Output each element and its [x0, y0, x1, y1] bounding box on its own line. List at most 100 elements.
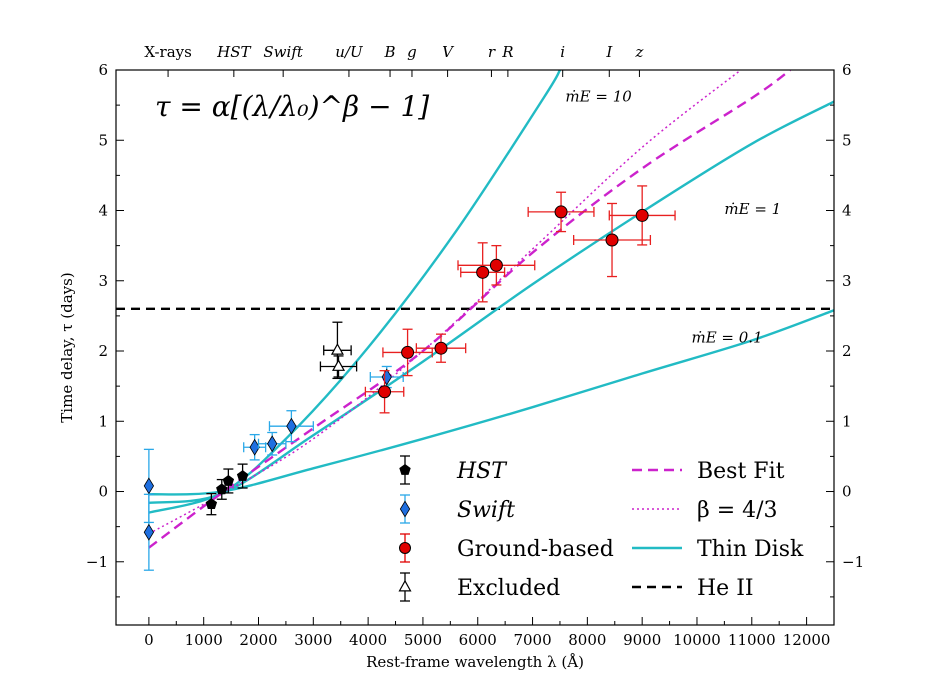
data-point-swift-3 [257, 431, 287, 456]
y-tick-label-left: 3 [98, 272, 108, 290]
x-tick-label: 1000 [185, 631, 223, 649]
legend-entry-excluded: Excluded [398, 572, 560, 602]
legend-entry-bestfit: Best Fit [632, 459, 785, 484]
data-point-groundbased-5 [527, 191, 595, 233]
data-point-hst-3 [236, 463, 249, 489]
y-tick-label-left: 5 [98, 131, 108, 149]
legend-marker [399, 542, 411, 554]
chart-ticks-layer: 0 1000 2000 3000 4000 5000 6000 7000 8000 9000 100… [86, 61, 864, 649]
data-point-swift-4 [268, 410, 314, 443]
band-label-r: r [488, 43, 496, 61]
annotation-mdot-2: ṁE = 0.1 [691, 329, 762, 347]
marker [381, 368, 392, 386]
legend-label: Swift [457, 498, 515, 523]
plot-frame [115, 69, 835, 626]
y-tick-label-right: 4 [842, 202, 852, 220]
legend-entry-heii: He II [632, 576, 754, 601]
data-point-groundbased-7 [608, 185, 676, 246]
data-point-groundbased-3 [460, 242, 506, 303]
x-tick-label: 8000 [568, 631, 606, 649]
y-tick-label-right: 3 [842, 272, 852, 290]
legend-marker [398, 579, 412, 592]
band-label-g: g [407, 43, 417, 61]
marker [605, 233, 619, 247]
marker [267, 435, 278, 453]
y-axis-label: Time delay, τ (days) [58, 272, 76, 422]
chart-legend: HST Swift Ground-based Excluded Best Fit β = … [398, 455, 804, 602]
x-tick-label: 10000 [673, 631, 721, 649]
marker [476, 265, 490, 279]
y-tick-label-left: 0 [98, 483, 108, 501]
x-tick-label: 3000 [294, 631, 332, 649]
data-point-groundbased-4 [457, 244, 536, 286]
data-point-groundbased-2 [415, 333, 467, 363]
marker [330, 343, 344, 355]
legend-entry-thindisk: Thin Disk [632, 537, 804, 562]
marker [249, 438, 260, 456]
x-axis-label: Rest-frame wavelength λ (Å) [366, 653, 584, 671]
marker [489, 258, 503, 272]
marker [401, 345, 415, 359]
legend-label: Thin Disk [697, 537, 804, 562]
y-tick-label-left: 2 [98, 342, 108, 360]
legend-label: He II [697, 576, 754, 601]
y-tick-label-right: 1 [842, 412, 852, 430]
y-tick-label-right: 5 [842, 131, 852, 149]
x-tick-label: 6000 [459, 631, 497, 649]
data-point-hst-2 [222, 468, 235, 494]
legend-entry-swift: Swift [399, 494, 515, 524]
annotation-mdot-0: ṁE = 10 [565, 88, 632, 106]
marker [222, 474, 235, 486]
legend-entry-beta43: β = 4/3 [632, 498, 778, 523]
chart-points-layer [143, 185, 676, 571]
legend-label: Best Fit [697, 459, 785, 484]
marker [216, 483, 228, 495]
data-point-groundbased-0 [364, 370, 405, 414]
band-label-swift: Swift [263, 43, 303, 61]
band-label-i: I [605, 43, 613, 61]
legend-label: β = 4/3 [697, 498, 778, 523]
legend-entry-groundbased: Ground-based [399, 533, 614, 563]
annotation-mdot-1: ṁE = 1 [724, 200, 781, 218]
marker [205, 498, 218, 510]
thin-disk-curve-1 [148, 100, 834, 504]
y-tick-label-left: −1 [86, 553, 108, 571]
band-label-xrays: X-rays [144, 43, 192, 61]
data-point-swift-2 [243, 433, 267, 461]
data-point-swift-1 [143, 493, 155, 571]
y-tick-label-right: 2 [842, 342, 852, 360]
marker [635, 208, 649, 222]
band-label-v: V [442, 43, 455, 61]
data-point-excluded-1 [319, 355, 358, 378]
marker [554, 205, 568, 219]
x-tick-label: 5000 [404, 631, 442, 649]
band-label-z: z [634, 43, 643, 61]
y-tick-label-left: 1 [98, 412, 108, 430]
legend-label: HST [456, 459, 508, 484]
y-tick-label-right: 0 [842, 483, 852, 501]
x-tick-label: 4000 [349, 631, 387, 649]
band-label-r: R [501, 43, 513, 61]
y-tick-label-right: −1 [842, 553, 864, 571]
marker [143, 523, 155, 541]
x-tick-label: 2000 [239, 631, 277, 649]
legend-marker [399, 500, 411, 518]
legend-marker [399, 464, 411, 475]
thin-disk-curve-0 [148, 70, 562, 514]
band-label-i: i [560, 43, 565, 61]
data-point-hst-0 [205, 492, 218, 516]
band-label-hst: HST [216, 43, 251, 61]
band-label-uu: u/U [335, 43, 364, 61]
marker [143, 477, 155, 495]
band-label-b: B [384, 43, 396, 61]
x-tick-label: 11000 [728, 631, 776, 649]
x-tick-label: 7000 [513, 631, 551, 649]
x-tick-label: 0 [144, 631, 154, 649]
marker [434, 341, 448, 355]
marker [378, 385, 392, 399]
marker [332, 359, 346, 371]
y-tick-label-left: 4 [98, 202, 108, 220]
x-tick-label: 9000 [623, 631, 661, 649]
y-tick-label-left: 6 [98, 61, 108, 79]
